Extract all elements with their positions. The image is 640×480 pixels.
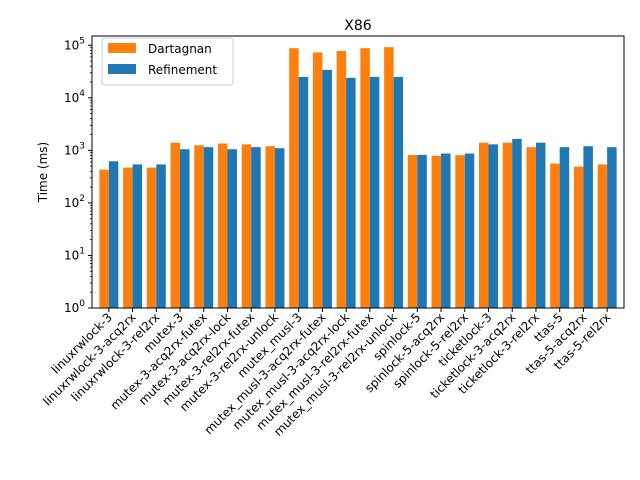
bar-refinement-16 — [488, 144, 498, 308]
plot-frame — [91, 35, 625, 309]
bar-dartagnan-1 — [123, 167, 133, 308]
bar-dartagnan-2 — [146, 167, 157, 308]
legend-label-dartagnan: Dartagnan — [148, 42, 212, 56]
bar-refinement-15 — [464, 153, 475, 308]
bar-dartagnan-6 — [241, 144, 252, 308]
y-tick-label: 101 — [64, 246, 85, 262]
bar-refinement-4 — [203, 147, 214, 308]
y-tick-label: 104 — [64, 89, 85, 105]
bar-dartagnan-16 — [479, 142, 489, 308]
bar-refinement-21 — [607, 147, 617, 308]
bars-group — [99, 47, 617, 309]
bar-refinement-6 — [251, 147, 261, 308]
legend: Dartagnan Refinement — [101, 37, 234, 86]
bar-dartagnan-4 — [194, 145, 204, 308]
bar-dartagnan-8 — [289, 48, 299, 309]
bar-dartagnan-5 — [218, 143, 228, 308]
bar-refinement-7 — [274, 148, 285, 308]
bar-dartagnan-12 — [384, 47, 394, 308]
bar-dartagnan-7 — [265, 146, 275, 308]
bar-dartagnan-9 — [312, 52, 323, 308]
bar-dartagnan-20 — [573, 166, 584, 308]
bar-dartagnan-17 — [502, 142, 513, 308]
bar-dartagnan-0 — [99, 169, 109, 308]
bar-refinement-10 — [346, 77, 356, 309]
bar-dartagnan-18 — [526, 147, 536, 308]
bar-dartagnan-15 — [455, 155, 465, 308]
legend-swatch-dartagnan — [108, 43, 136, 53]
y-axis: 100 101 102 103 104 105 — [64, 36, 92, 315]
chart-title: X86 — [344, 18, 371, 34]
bar-refinement-12 — [393, 76, 404, 309]
bar-dartagnan-10 — [336, 50, 347, 308]
bar-dartagnan-3 — [170, 142, 181, 308]
y-tick-label: 103 — [64, 141, 85, 157]
bar-refinement-3 — [180, 149, 190, 308]
bar-refinement-9 — [322, 69, 332, 308]
y-tick-label: 100 — [64, 299, 85, 315]
bar-refinement-11 — [369, 76, 380, 309]
legend-label-refinement: Refinement — [148, 63, 217, 77]
bar-dartagnan-21 — [597, 164, 608, 308]
bar-dartagnan-13 — [407, 154, 418, 308]
bar-refinement-2 — [156, 164, 166, 308]
y-axis-label: Time (ms) — [36, 142, 50, 204]
bar-refinement-18 — [535, 142, 546, 308]
legend-swatch-refinement — [108, 64, 136, 74]
bar-dartagnan-19 — [550, 163, 560, 308]
bar-dartagnan-11 — [360, 48, 370, 309]
y-tick-label: 105 — [64, 36, 85, 52]
bar-refinement-5 — [227, 149, 237, 308]
y-tick-label: 102 — [64, 194, 85, 210]
bar-refinement-1 — [132, 164, 143, 308]
bar-refinement-14 — [441, 153, 451, 308]
bar-refinement-19 — [559, 147, 570, 308]
bar-refinement-8 — [298, 76, 309, 309]
x-axis: linuxrwlock-3linuxrwlock-3-acq2rxlinuxrw… — [40, 308, 613, 439]
bar-dartagnan-14 — [431, 155, 442, 308]
bar-refinement-13 — [417, 154, 427, 308]
bar-refinement-17 — [512, 138, 522, 308]
bar-refinement-0 — [108, 161, 119, 308]
bar-refinement-20 — [583, 146, 593, 308]
